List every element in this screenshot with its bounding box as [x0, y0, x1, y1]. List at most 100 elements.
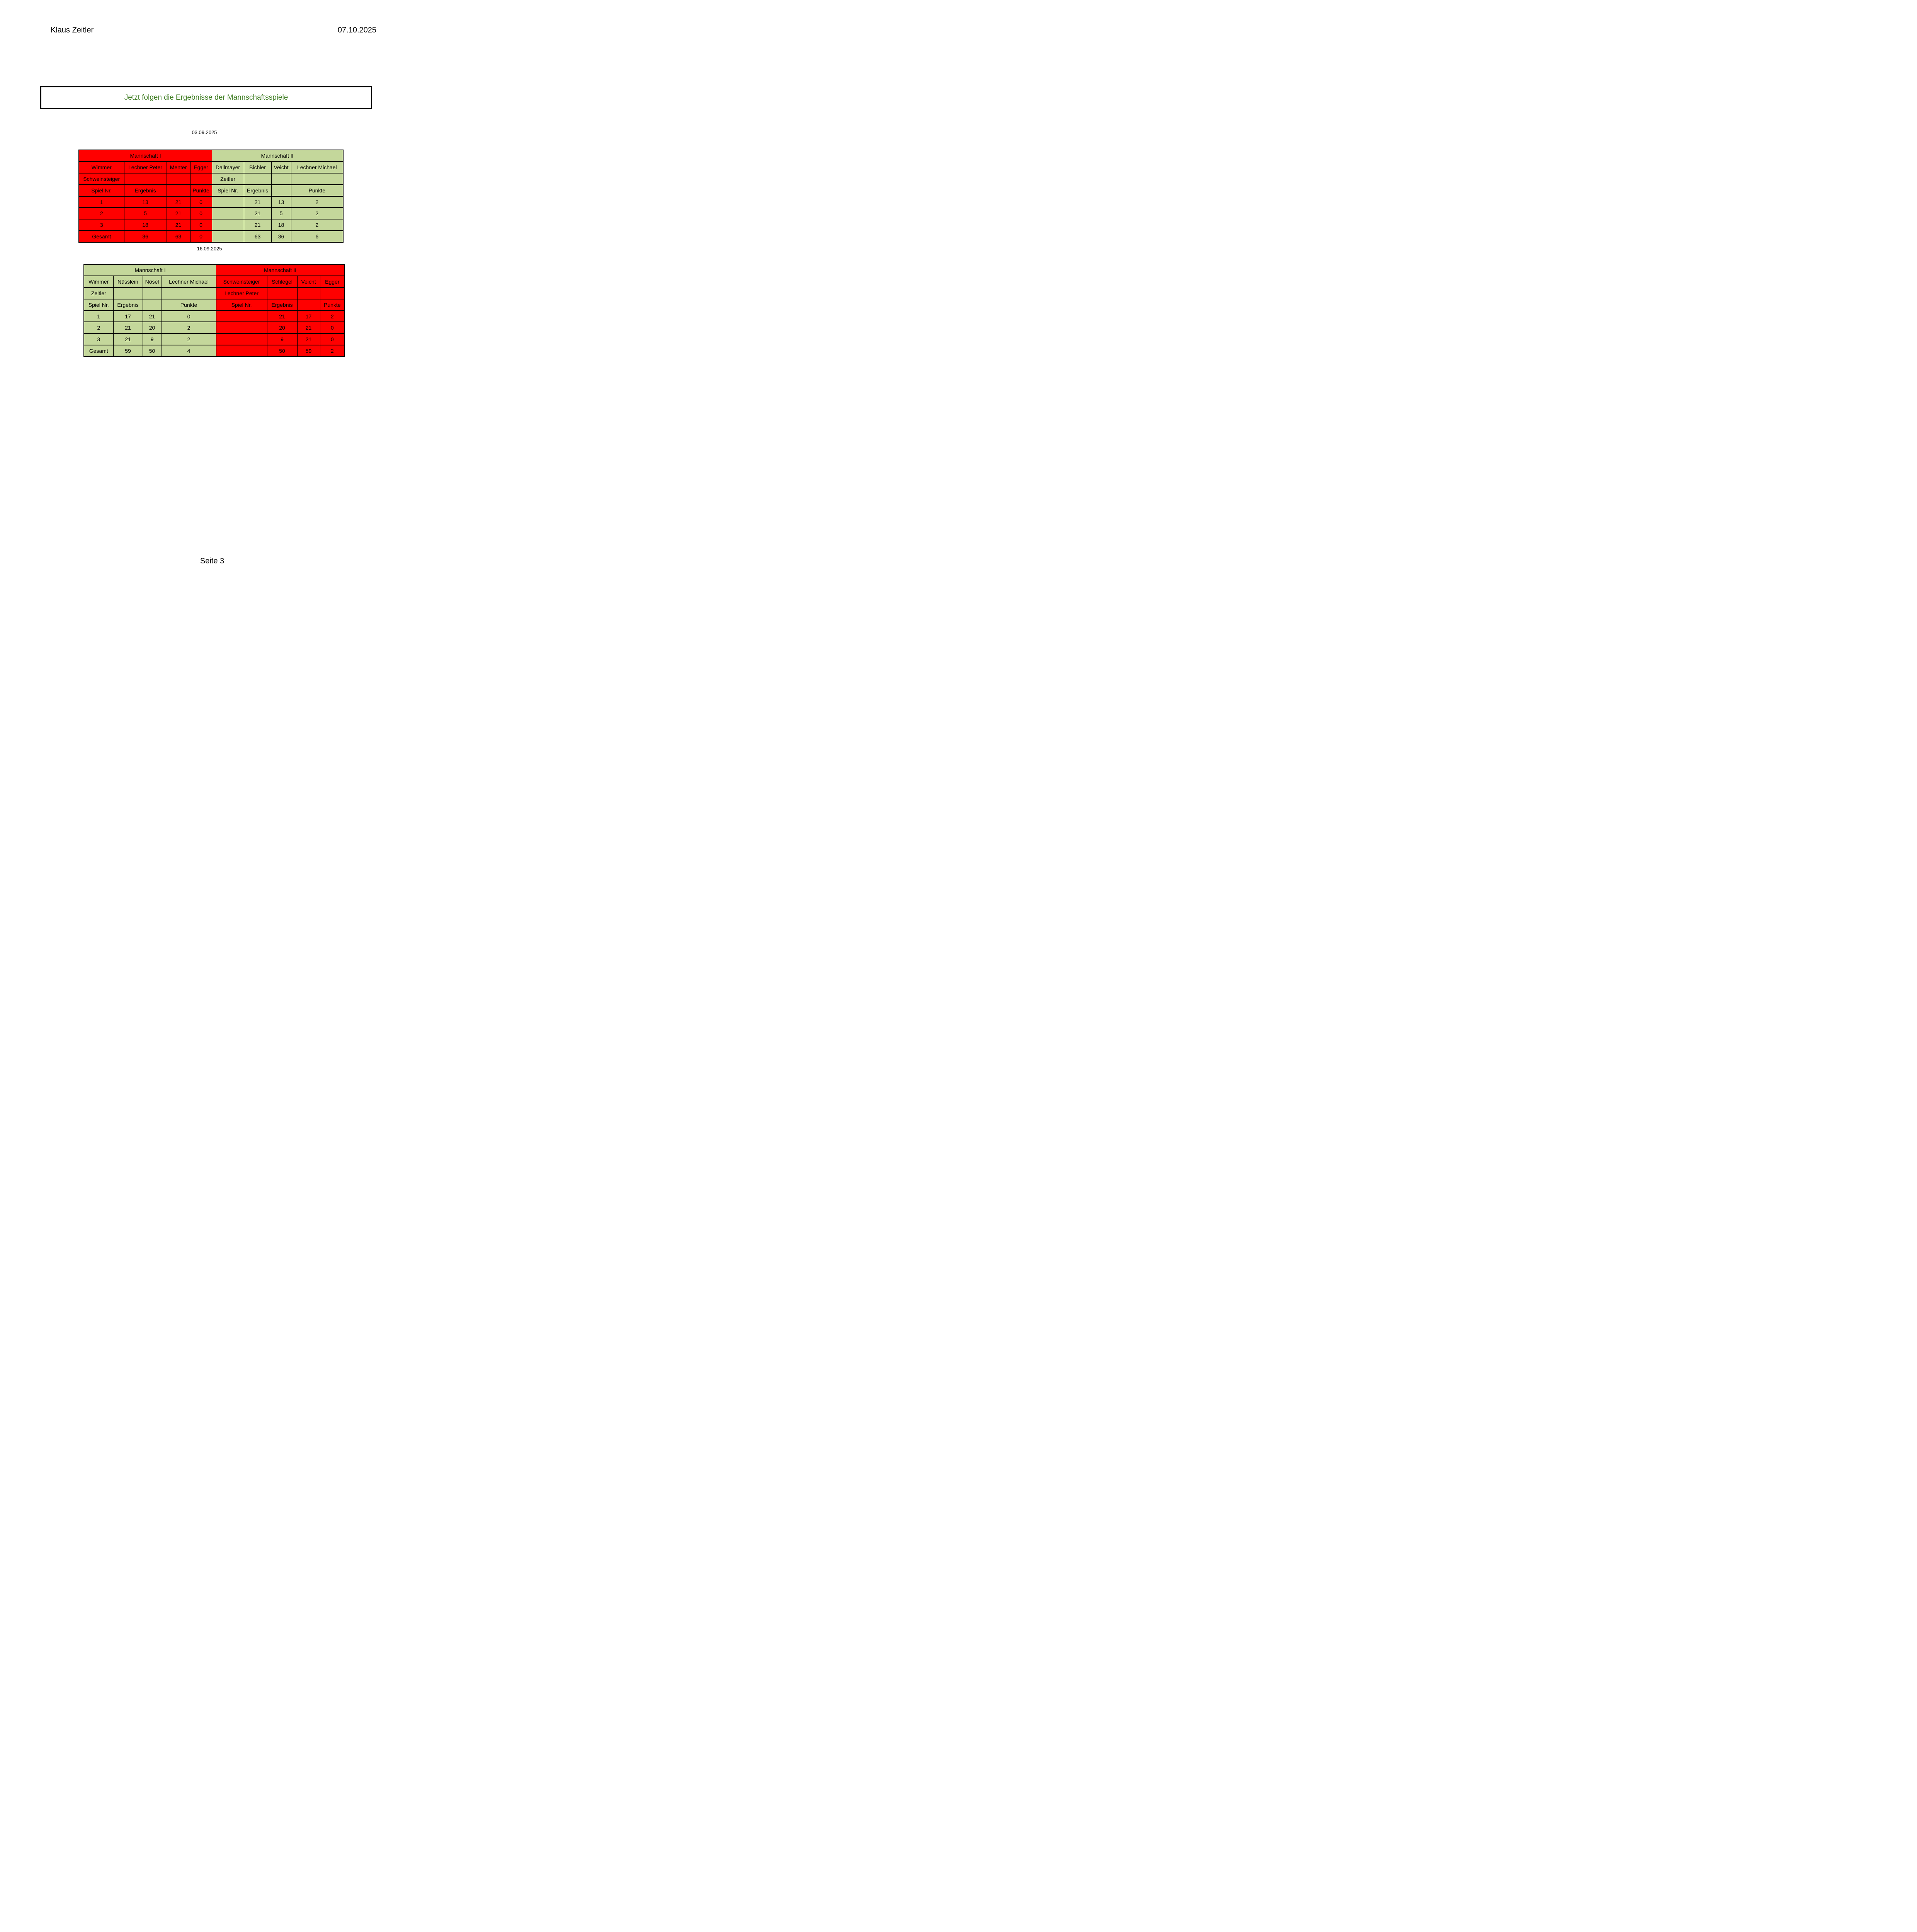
player-name-cell — [113, 287, 143, 299]
col-header-cell: Punkte — [190, 184, 212, 197]
player-name-cell: Nösel — [142, 275, 162, 288]
col-header-cell: Punkte — [291, 184, 344, 197]
team-header-cell: Mannschaft II — [216, 264, 345, 276]
score-cell: 9 — [267, 333, 298, 346]
score-cell: 13 — [271, 196, 291, 208]
score-cell: 0 — [161, 310, 216, 323]
match-2-date: 16.09.2025 — [197, 246, 222, 252]
table-row: Gesamt 36 63 0 63 36 6 — [78, 230, 344, 243]
player-name-cell: Lechner Peter — [124, 161, 167, 173]
player-name-cell — [243, 172, 272, 185]
player-name-cell: Schweinsteiger — [216, 275, 267, 288]
col-header-cell: Punkte — [320, 298, 345, 311]
col-header-cell: Ergebnis — [124, 184, 167, 197]
score-cell: 18 — [271, 219, 291, 231]
player-name-cell: Zeitler — [83, 287, 114, 299]
player-name-cell: Egger — [190, 161, 212, 173]
player-name-cell — [297, 287, 320, 299]
col-header-cell: Ergebnis — [113, 298, 143, 311]
player-name-cell: Veicht — [297, 275, 320, 288]
total-cell: 63 — [166, 230, 191, 243]
score-cell: 17 — [113, 310, 143, 323]
score-cell: 3 — [78, 219, 124, 231]
score-cell: 1 — [83, 310, 114, 323]
player-name-cell: Veicht — [271, 161, 291, 173]
table-row: Gesamt 59 50 4 50 59 2 — [83, 345, 345, 357]
col-header-cell: Ergebnis — [243, 184, 272, 197]
score-cell: 21 — [243, 207, 272, 220]
player-name-cell — [124, 172, 167, 185]
score-cell: 2 — [291, 207, 344, 220]
player-name-cell: Nüsslein — [113, 275, 143, 288]
score-cell: 0 — [190, 196, 212, 208]
player-name-cell: Dallmayer — [211, 161, 244, 173]
match-2-table: Mannschaft I Mannschaft II Wimmer Nüssle… — [83, 264, 345, 357]
total-cell: 2 — [320, 345, 345, 357]
table-row: Wimmer Nüsslein Nösel Lechner Michael Sc… — [83, 275, 345, 288]
score-cell: 21 — [166, 219, 191, 231]
total-cell: Gesamt — [83, 345, 114, 357]
score-cell: 5 — [124, 207, 167, 220]
total-cell: 4 — [161, 345, 216, 357]
player-name-cell — [161, 287, 216, 299]
score-cell: 21 — [142, 310, 162, 323]
score-cell: 2 — [161, 333, 216, 346]
player-name-cell: Menter — [166, 161, 191, 173]
score-cell: 0 — [190, 219, 212, 231]
score-cell: 18 — [124, 219, 167, 231]
score-cell: 20 — [267, 321, 298, 334]
score-cell: 1 — [78, 196, 124, 208]
score-cell: 13 — [124, 196, 167, 208]
score-cell: 2 — [78, 207, 124, 220]
score-cell: 9 — [142, 333, 162, 346]
score-cell: 2 — [291, 219, 344, 231]
table-row: 2 21 20 2 20 21 0 — [83, 321, 345, 334]
table-row: 2 5 21 0 21 5 2 — [78, 207, 344, 220]
banner-box: Jetzt folgen die Ergebnisse der Mannscha… — [40, 86, 372, 109]
col-header-cell — [271, 184, 291, 197]
player-name-cell — [271, 172, 291, 185]
score-cell: 3 — [83, 333, 114, 346]
score-cell: 2 — [291, 196, 344, 208]
score-cell: 21 — [113, 321, 143, 334]
total-cell: 0 — [190, 230, 212, 243]
player-name-cell: Lechner Peter — [216, 287, 267, 299]
team-header-cell: Mannschaft I — [84, 264, 216, 276]
score-cell — [216, 310, 267, 323]
score-cell: 21 — [166, 207, 191, 220]
banner-title: Jetzt folgen die Ergebnisse der Mannscha… — [124, 93, 288, 102]
col-header-cell: Spiel Nr. — [216, 298, 267, 311]
team-header-cell: Mannschaft II — [212, 150, 344, 162]
player-name-cell: Schweinsteiger — [78, 172, 124, 185]
player-name-cell: Bichler — [243, 161, 272, 173]
table-row: 1 13 21 0 21 13 2 — [78, 196, 344, 208]
score-cell: 21 — [267, 310, 298, 323]
total-cell: 36 — [124, 230, 167, 243]
score-cell — [211, 196, 244, 208]
total-cell: 36 — [271, 230, 291, 243]
player-name-cell: Lechner Michael — [161, 275, 216, 288]
player-name-cell — [190, 172, 212, 185]
col-header-cell: Ergebnis — [267, 298, 298, 311]
score-cell: 17 — [297, 310, 320, 323]
score-cell: 0 — [320, 333, 345, 346]
score-cell: 21 — [243, 196, 272, 208]
player-name-cell: Schlegel — [267, 275, 298, 288]
score-cell — [211, 219, 244, 231]
table-row: Mannschaft I Mannschaft II — [79, 150, 344, 162]
player-name-cell — [166, 172, 191, 185]
player-name-cell: Zeitler — [211, 172, 244, 185]
score-cell: 2 — [320, 310, 345, 323]
col-header-cell: Spiel Nr. — [211, 184, 244, 197]
player-name-cell: Wimmer — [78, 161, 124, 173]
page-header-author: Klaus Zeitler — [51, 26, 94, 34]
team-header-cell: Mannschaft I — [79, 150, 212, 162]
score-cell — [216, 333, 267, 346]
table-row: 1 17 21 0 21 17 2 — [83, 310, 345, 323]
total-cell: Gesamt — [78, 230, 124, 243]
table-row: Schweinsteiger Zeitler — [78, 172, 344, 185]
total-cell: 59 — [297, 345, 320, 357]
player-name-cell: Wimmer — [83, 275, 114, 288]
page-header-date: 07.10.2025 — [337, 26, 376, 34]
col-header-cell — [297, 298, 320, 311]
